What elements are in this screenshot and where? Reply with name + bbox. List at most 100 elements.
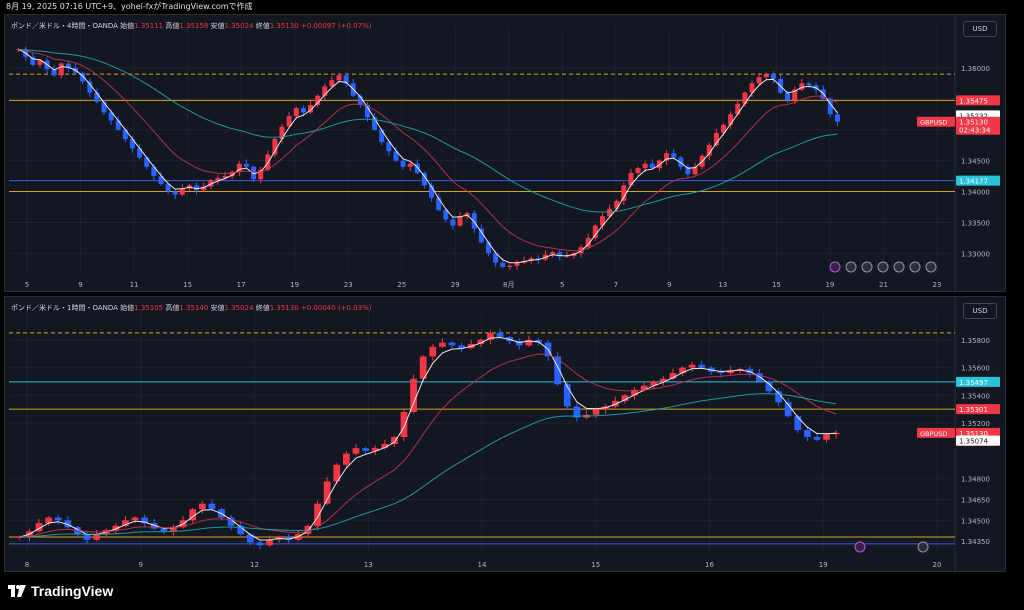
price-tick-label: 1.35800 bbox=[961, 337, 990, 345]
flag-event-icon bbox=[877, 261, 889, 273]
candle-body bbox=[659, 378, 667, 382]
candle-body bbox=[83, 534, 91, 540]
time-tick-label: 8月 bbox=[503, 281, 514, 289]
candle-body bbox=[775, 391, 782, 403]
candle-body bbox=[122, 129, 128, 139]
candle-body bbox=[765, 381, 773, 392]
candle-body bbox=[131, 517, 139, 521]
chart-canvas-1h[interactable]: 1.35800 1.35600 1.35400 1.35200 1.34800 1.346… bbox=[5, 297, 1005, 571]
price-label-text: 1.35475 bbox=[959, 97, 988, 105]
candle-body bbox=[642, 163, 648, 169]
candle-body bbox=[721, 124, 727, 133]
candle-body bbox=[94, 92, 100, 102]
candle-body bbox=[450, 219, 456, 226]
candle-body bbox=[208, 503, 216, 510]
chart-canvas-4h[interactable]: 1.360001.355001.350001.345001.340001.335… bbox=[5, 15, 1005, 291]
candle-body bbox=[763, 74, 769, 78]
flag-event-icon bbox=[893, 261, 905, 273]
currency-button[interactable]: USD bbox=[963, 21, 997, 37]
time-tick-label: 15 bbox=[772, 281, 781, 289]
candle-body bbox=[151, 166, 157, 177]
candle-body bbox=[564, 255, 570, 257]
chart-panel-4h[interactable]: 1.360001.355001.350001.345001.340001.335… bbox=[4, 14, 1006, 292]
candle-body bbox=[391, 437, 398, 444]
candle-body bbox=[664, 153, 670, 161]
currency-button[interactable]: USD bbox=[963, 303, 997, 319]
price-tick-label: 1.36000 bbox=[961, 65, 990, 73]
candle-body bbox=[410, 378, 417, 413]
candle-body bbox=[179, 188, 185, 195]
chart-panel-1h[interactable]: 1.35800 1.35600 1.35400 1.35200 1.34800 1.346… bbox=[4, 296, 1006, 572]
candle-body bbox=[80, 72, 86, 82]
candle-body bbox=[194, 185, 200, 191]
ema-line-2 bbox=[18, 48, 838, 252]
footer: TradingView bbox=[0, 574, 1024, 610]
candle-body bbox=[813, 85, 819, 90]
candle-body bbox=[525, 339, 533, 346]
candle-body bbox=[322, 86, 328, 96]
candle-body bbox=[827, 98, 833, 115]
candle-body bbox=[421, 173, 427, 186]
candle-body bbox=[362, 448, 369, 451]
price-tick-label: 1.34350 bbox=[961, 538, 990, 546]
candle-body bbox=[279, 126, 285, 139]
candle-body bbox=[713, 132, 719, 146]
candle-body bbox=[286, 116, 292, 127]
time-tick-label: 14 bbox=[478, 561, 487, 569]
candle-body bbox=[535, 258, 541, 260]
candle-body bbox=[448, 342, 456, 346]
price-tick-label: 1.34500 bbox=[961, 517, 990, 525]
symbol-tag bbox=[917, 427, 955, 438]
candle-body bbox=[735, 103, 741, 115]
candle-body bbox=[272, 139, 278, 155]
candle-body bbox=[755, 373, 763, 382]
price-tick-label: 1.34000 bbox=[961, 189, 990, 197]
lightning-event-icon bbox=[854, 541, 866, 553]
flag-event-icon bbox=[925, 261, 937, 273]
candle-body bbox=[54, 517, 62, 521]
candle-body bbox=[429, 185, 435, 198]
price-tick-label: 1.34650 bbox=[961, 496, 990, 504]
candle-body bbox=[640, 385, 648, 390]
candle-body bbox=[58, 63, 64, 76]
candle-body bbox=[823, 434, 830, 440]
lightning-event-icon bbox=[829, 261, 841, 273]
tradingview-logo[interactable]: TradingView bbox=[8, 583, 113, 599]
candle-body bbox=[439, 342, 446, 347]
candle-body bbox=[770, 74, 776, 80]
candle-body bbox=[266, 539, 273, 546]
price-tick-label: 1.35200 bbox=[961, 420, 990, 428]
candle-body bbox=[170, 527, 177, 532]
price-label bbox=[956, 376, 1000, 387]
candle-body bbox=[628, 173, 634, 186]
candle-body bbox=[515, 341, 523, 346]
candle-body bbox=[333, 464, 341, 482]
time-tick-label: 15 bbox=[591, 561, 600, 569]
candle-body bbox=[352, 448, 360, 454]
time-tick-label: 9 bbox=[667, 281, 671, 289]
price-label bbox=[956, 116, 1000, 135]
candle-body bbox=[477, 339, 485, 344]
candle-body bbox=[158, 176, 164, 185]
candle-body bbox=[400, 160, 406, 167]
price-tick-label: 1.33000 bbox=[961, 250, 990, 258]
candle-body bbox=[315, 95, 321, 105]
candle-body bbox=[669, 373, 677, 379]
candle-body bbox=[300, 108, 306, 113]
candle-body bbox=[87, 81, 93, 93]
price-tick-label: 1.33500 bbox=[961, 219, 990, 227]
candle-body bbox=[607, 208, 613, 217]
candle-body bbox=[804, 430, 811, 437]
candle-body bbox=[799, 83, 805, 90]
candle-body bbox=[172, 191, 178, 195]
candle-body bbox=[227, 517, 235, 526]
candle-body bbox=[329, 80, 335, 87]
time-tick-label: 16 bbox=[705, 561, 714, 569]
candle-body bbox=[535, 339, 542, 343]
candle-body bbox=[243, 163, 249, 167]
time-tick-label: 12 bbox=[250, 561, 259, 569]
time-tick-label: 7 bbox=[614, 281, 618, 289]
candle-body bbox=[834, 114, 840, 122]
candle-body bbox=[37, 60, 43, 65]
candle-body bbox=[414, 163, 420, 173]
